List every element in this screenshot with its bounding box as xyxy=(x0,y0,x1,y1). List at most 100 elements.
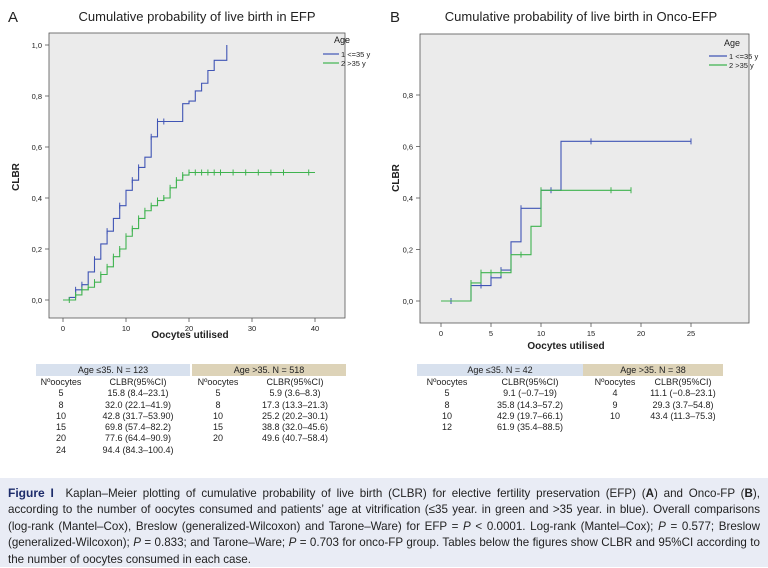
x-tick-label: 0 xyxy=(439,329,443,338)
table-a-cell-oocytes: 20 xyxy=(212,433,223,444)
table-a-cell-oocytes: 24 xyxy=(55,444,66,455)
table-a-colhead: Nºoocytes xyxy=(40,377,82,387)
table-a-cell-oocytes: 10 xyxy=(55,410,66,421)
caption-text-6: = 0.833; and Tarone–Ware; xyxy=(140,536,289,550)
figure-label: Figure I xyxy=(8,486,54,500)
table-b-col-oocytes-right: Nºoocytes 4 9 10 xyxy=(587,377,643,422)
chart-b-legend: Age 1 <=35 y 2 >35 y xyxy=(709,38,758,70)
table-b-cell-clbr: 42.9 (19.7–66.1) xyxy=(496,410,564,421)
table-a-cell-clbr: 49.6 (40.7–58.4) xyxy=(261,433,329,444)
table-b-colhead: CLBR(95%CI) xyxy=(654,377,712,387)
table-b-cell-clbr: 29.3 (3.7–54.8) xyxy=(652,399,714,410)
table-a-cell-clbr: 32.0 (22.1–41.9) xyxy=(104,399,172,410)
table-b-cell-oocytes: 10 xyxy=(609,410,620,421)
x-tick-label: 0 xyxy=(61,324,65,333)
y-tick-label: 0,8 xyxy=(32,92,42,101)
table-a-cell-oocytes: 15 xyxy=(55,422,66,433)
table-a-colhead: Nºoocytes xyxy=(197,377,239,387)
table-a-cell-oocytes: 15 xyxy=(212,422,223,433)
table-a-header-right: Age >35. N = 518 xyxy=(192,364,346,376)
table-a-cell-clbr: 77.6 (64.4–90.9) xyxy=(104,433,172,444)
table-a-cell-clbr: 69.8 (57.4–82.2) xyxy=(104,422,172,433)
y-tick-label: 0,2 xyxy=(403,246,413,255)
legend-label-a-2: 2 >35 y xyxy=(341,59,366,68)
caption-bold-b: B xyxy=(744,487,753,500)
chart-b-ylabel: CLBR xyxy=(391,163,402,192)
table-a-col-oocytes-left: Nºoocytes 5 8 10 15 20 24 xyxy=(36,377,86,456)
caption-p1: P xyxy=(463,519,471,533)
caption-text-7: = 0.703 for onco-FP group. Tables below … xyxy=(8,536,760,566)
table-a-cell-clbr: 17.3 (13.3–21.3) xyxy=(261,399,329,410)
x-tick-label: 5 xyxy=(489,329,493,338)
x-tick-label: 30 xyxy=(248,324,256,333)
table-a-cell-clbr: 94.4 (84.3–100.4) xyxy=(102,444,174,455)
y-tick-label: 0,8 xyxy=(403,91,413,100)
chart-a-legend: Age 1 <=35 y 2 >35 y xyxy=(323,35,370,68)
table-a-cell-clbr: 38.8 (32.0–45.6) xyxy=(261,422,329,433)
x-tick-label: 20 xyxy=(637,329,645,338)
legend-label-b-1: 1 <=35 y xyxy=(729,52,758,61)
table-b-colhead: CLBR(95%CI) xyxy=(501,377,559,387)
chart-b-title: Cumulative probability of live birth in … xyxy=(445,9,717,24)
table-a-cell-clbr: 42.8 (31.7–53.90) xyxy=(102,410,174,421)
table-a-colhead: CLBR(95%CI) xyxy=(109,377,167,387)
chart-a-plot-area xyxy=(48,32,346,319)
y-tick-label: 0,4 xyxy=(32,194,42,203)
table-a: Age ≤35. N = 123 Age >35. N = 518 Nºoocy… xyxy=(36,364,346,474)
chart-b: B Cumulative probability of live birth i… xyxy=(390,9,758,352)
table-b-cell-oocytes: 9 xyxy=(612,399,618,410)
caption-text-1: Kaplan–Meier plotting of cumulative prob… xyxy=(65,487,646,500)
table-b-cell-clbr: 9.1 (−0.7–19) xyxy=(503,388,557,399)
chart-a-title: Cumulative probability of live birth in … xyxy=(79,9,316,24)
table-b-cell-oocytes: 5 xyxy=(444,388,450,399)
table-b: Age ≤35. N = 42 Age >35. N = 38 Nºoocyte… xyxy=(417,364,723,444)
chart-b-plot-area xyxy=(419,33,750,324)
y-tick-label: 0,2 xyxy=(32,245,42,254)
table-b-cell-oocytes: 10 xyxy=(441,410,452,421)
y-tick-label: 1,0 xyxy=(32,41,42,50)
chart-b-xlabel: Oocytes utilised xyxy=(527,341,604,352)
table-b-header-right: Age >35. N = 38 xyxy=(583,364,723,376)
caption-text-5: = 0.577; Breslow (generalized-Wilcoxon); xyxy=(8,519,760,550)
table-b-cell-oocytes: 12 xyxy=(441,422,452,433)
table-b-header-left: Age ≤35. N = 42 xyxy=(417,364,583,376)
table-a-header-left: Age ≤35. N = 123 xyxy=(36,364,190,376)
chart-a: A Cumulative probability of live birth i… xyxy=(8,9,370,341)
table-a-cell-clbr: 15.8 (8.4–23.1) xyxy=(107,388,169,399)
x-tick-label: 25 xyxy=(687,329,695,338)
caption-p4: P xyxy=(288,536,297,550)
caption-p2: P xyxy=(658,519,666,533)
table-b-cell-clbr: 43.4 (11.3–75.3) xyxy=(650,410,716,421)
table-a-colhead: CLBR(95%CI) xyxy=(266,377,324,387)
table-b-colhead: Nºoocytes xyxy=(426,377,468,387)
table-b-col-clbr-right: CLBR(95%CI) 11.1 (−0.8–23.1) 29.3 (3.7–54… xyxy=(643,377,723,422)
figure-caption: Figure I Kaplan–Meier plotting of cumula… xyxy=(0,478,768,567)
y-tick-label: 0,6 xyxy=(403,143,413,152)
y-tick-label: 0,6 xyxy=(32,143,42,152)
table-a-col-clbr-left: CLBR(95%CI) 15.8 (8.4–23.1) 32.0 (22.1–41… xyxy=(86,377,190,456)
caption-bold-a: A xyxy=(645,487,654,500)
table-a-cell-oocytes: 20 xyxy=(55,433,66,444)
table-a-cell-oocytes: 8 xyxy=(215,399,221,410)
table-a-cell-oocytes: 5 xyxy=(215,388,221,399)
table-a-cell-oocytes: 5 xyxy=(58,388,64,399)
panel-label-a: A xyxy=(8,9,18,26)
table-a-cell-clbr: 25.2 (20.2–30.1) xyxy=(261,410,329,421)
chart-a-ylabel: CLBR xyxy=(11,162,22,191)
caption-text-3: ), according to the number of oocytes co… xyxy=(8,487,761,533)
panel-label-b: B xyxy=(390,9,400,26)
table-b-col-oocytes-left: Nºoocytes 5 8 10 12 xyxy=(417,377,477,433)
caption-text-4: < 0.0001. Log-rank (Mantel–Cox); xyxy=(470,519,659,533)
legend-title-a: Age xyxy=(334,35,350,45)
chart-a-xlabel: Oocytes utilised xyxy=(151,330,228,341)
table-a-cell-oocytes: 10 xyxy=(212,410,223,421)
x-tick-label: 20 xyxy=(185,324,193,333)
x-tick-label: 10 xyxy=(122,324,130,333)
series-line-2 xyxy=(441,189,631,302)
table-b-cell-oocytes: 8 xyxy=(444,399,450,410)
series-line-2 xyxy=(63,171,315,301)
table-b-colhead: Nºoocytes xyxy=(594,377,636,387)
table-a-col-clbr-right: CLBR(95%CI) 5.9 (3.6–8.3) 17.3 (13.3–21.3… xyxy=(244,377,346,445)
table-a-col-oocytes-right: Nºoocytes 5 8 10 15 20 xyxy=(192,377,244,445)
table-b-cell-clbr: 61.9 (35.4–88.5) xyxy=(496,422,564,433)
